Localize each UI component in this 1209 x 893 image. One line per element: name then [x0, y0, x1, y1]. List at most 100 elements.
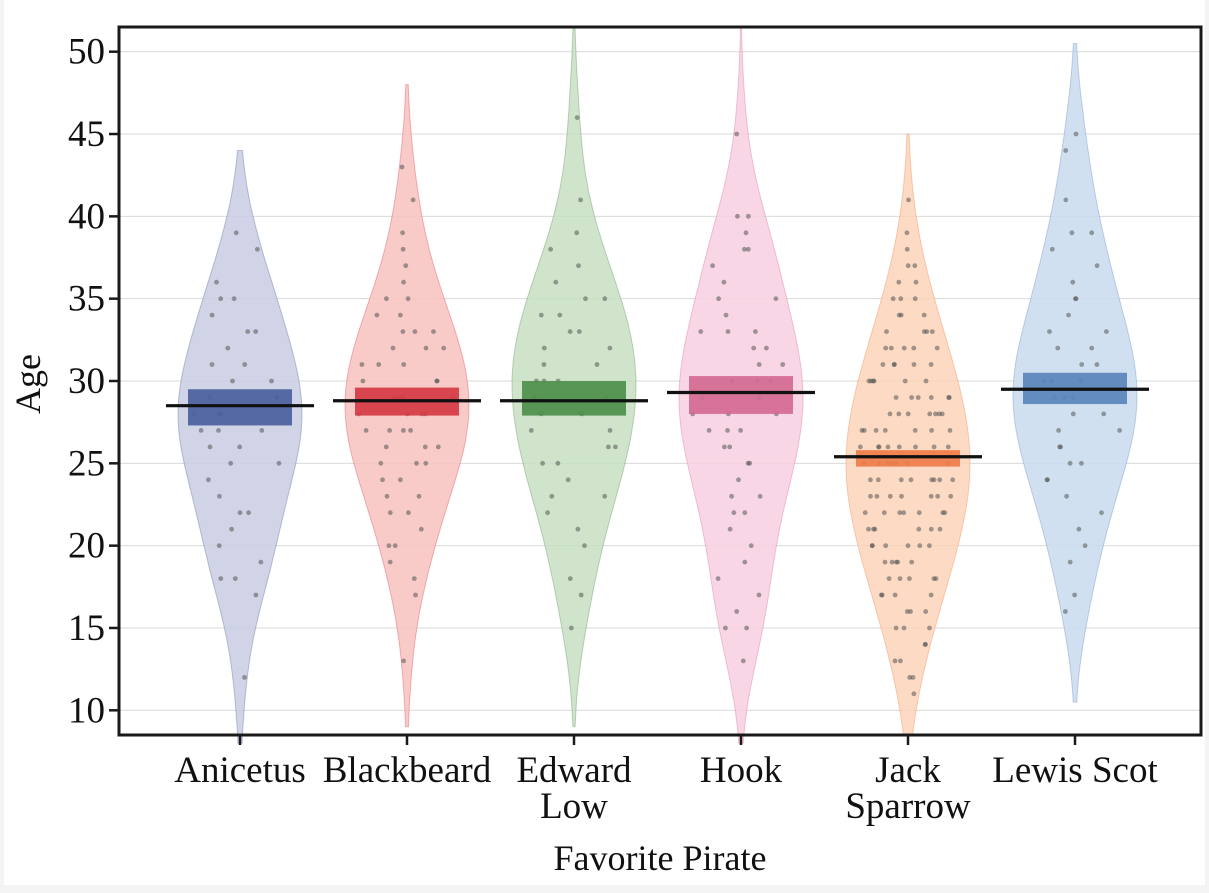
x-axis-title: Favorite Pirate [554, 838, 767, 878]
point-jack-sparrow [897, 576, 903, 581]
x-tick-label-jack-sparrow: Sparrow [845, 786, 971, 827]
x-tick-label-lewis-scot: Lewis Scot [992, 750, 1158, 791]
point-jack-sparrow [901, 510, 907, 516]
point-blackbeard [390, 345, 396, 351]
point-jack-sparrow [946, 395, 952, 400]
point-anicetus [242, 362, 248, 367]
point-jack-sparrow [931, 444, 937, 450]
point-anicetus [229, 526, 235, 532]
point-jack-sparrow [897, 510, 903, 516]
point-blackbeard [406, 510, 411, 516]
point-jack-sparrow [922, 642, 928, 647]
point-edward-low [576, 263, 581, 269]
point-blackbeard [405, 296, 411, 302]
point-lewis-scot [1082, 543, 1088, 549]
point-blackbeard [441, 345, 447, 351]
point-jack-sparrow [936, 411, 942, 417]
point-anicetus [209, 312, 215, 318]
point-jack-sparrow [908, 609, 913, 614]
point-blackbeard [431, 329, 436, 334]
point-hook [738, 428, 743, 433]
point-hook [742, 246, 747, 252]
point-jack-sparrow [905, 263, 911, 269]
point-jack-sparrow [883, 345, 889, 351]
point-hook [747, 460, 753, 466]
point-jack-sparrow [896, 411, 902, 417]
point-hook [756, 592, 762, 598]
point-edward-low [541, 362, 547, 367]
point-lewis-scot [1117, 428, 1122, 433]
point-blackbeard [413, 592, 418, 598]
point-jack-sparrow [869, 543, 875, 549]
point-anicetus [232, 576, 238, 581]
point-lewis-scot [1063, 609, 1068, 614]
point-jack-sparrow [876, 444, 881, 450]
point-blackbeard [384, 493, 390, 499]
point-jack-sparrow [923, 378, 929, 384]
point-edward-low [574, 115, 580, 120]
gridlines [119, 51, 1201, 711]
point-jack-sparrow [912, 296, 918, 302]
point-jack-sparrow [873, 428, 879, 433]
point-anicetus [253, 329, 259, 334]
point-jack-sparrow [905, 411, 911, 417]
point-hook [706, 428, 712, 433]
point-blackbeard [412, 329, 418, 334]
point-hook [723, 312, 729, 318]
point-blackbeard [376, 362, 382, 367]
point-jack-sparrow [896, 444, 902, 450]
point-lewis-scot [1070, 411, 1076, 417]
point-jack-sparrow [887, 411, 893, 417]
point-jack-sparrow [911, 691, 917, 697]
point-jack-sparrow [892, 658, 898, 664]
x-tick-label-edward-low: Low [540, 786, 608, 827]
point-anicetus [206, 477, 211, 483]
point-edward-low [607, 428, 613, 433]
y-tick-label-45: 45 [68, 114, 105, 155]
point-lewis-scot [1063, 197, 1069, 203]
point-edward-low [540, 460, 545, 466]
point-jack-sparrow [898, 296, 904, 302]
point-hook [764, 345, 769, 351]
point-jack-sparrow [891, 362, 897, 367]
point-edward-low [578, 197, 583, 203]
point-lewis-scot [1104, 329, 1109, 334]
point-jack-sparrow [890, 296, 896, 302]
point-jack-sparrow [905, 543, 911, 549]
point-jack-sparrow [937, 477, 943, 483]
point-jack-sparrow [886, 576, 892, 581]
point-jack-sparrow [883, 543, 889, 549]
point-edward-low [582, 543, 587, 549]
point-anicetus [245, 329, 251, 334]
point-edward-low [575, 526, 581, 532]
point-blackbeard [422, 444, 428, 450]
point-blackbeard [414, 460, 419, 466]
point-anicetus [237, 510, 243, 516]
y-tick-label-10: 10 [68, 690, 105, 731]
point-anicetus [198, 428, 204, 433]
ci-box-anicetus [188, 389, 292, 426]
point-jack-sparrow [912, 428, 918, 433]
ci-box-edward-low [522, 381, 626, 416]
point-jack-sparrow [892, 592, 898, 598]
point-edward-low [553, 279, 559, 285]
point-jack-sparrow [866, 526, 871, 532]
point-jack-sparrow [927, 543, 932, 549]
point-lewis-scot [1094, 362, 1100, 367]
point-hook [722, 444, 727, 450]
point-edward-low [594, 362, 600, 367]
point-jack-sparrow [913, 279, 919, 285]
point-jack-sparrow [901, 625, 907, 631]
point-jack-sparrow [940, 510, 946, 516]
point-jack-sparrow [912, 263, 918, 269]
point-hook [734, 609, 740, 614]
point-hook [753, 329, 758, 334]
point-jack-sparrow [875, 477, 881, 483]
y-tick-label-35: 35 [68, 279, 105, 320]
point-edward-low [555, 460, 561, 466]
point-jack-sparrow [921, 329, 927, 334]
point-anicetus [216, 543, 222, 549]
point-anicetus [218, 296, 224, 302]
point-edward-low [578, 592, 584, 598]
point-lewis-scot [1089, 230, 1095, 236]
